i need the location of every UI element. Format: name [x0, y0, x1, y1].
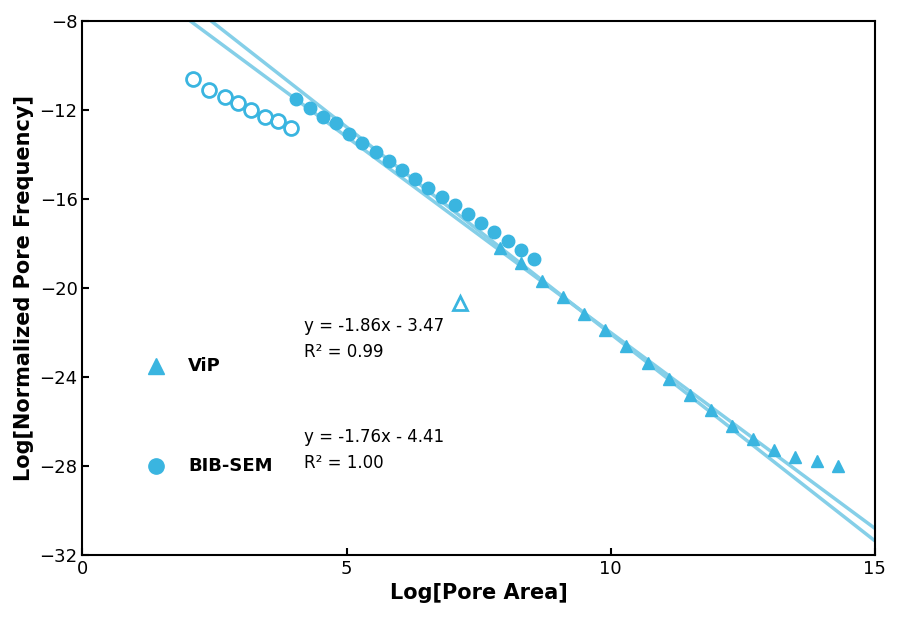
Text: ViP: ViP	[188, 357, 220, 375]
Text: y = -1.76x - 4.41
R² = 1.00: y = -1.76x - 4.41 R² = 1.00	[304, 428, 445, 473]
X-axis label: Log[Pore Area]: Log[Pore Area]	[390, 583, 567, 603]
Text: BIB-SEM: BIB-SEM	[188, 457, 273, 474]
Text: y = -1.86x - 3.47
R² = 0.99: y = -1.86x - 3.47 R² = 0.99	[304, 317, 445, 361]
Y-axis label: Log[Normalized Pore Frequency]: Log[Normalized Pore Frequency]	[14, 95, 34, 481]
